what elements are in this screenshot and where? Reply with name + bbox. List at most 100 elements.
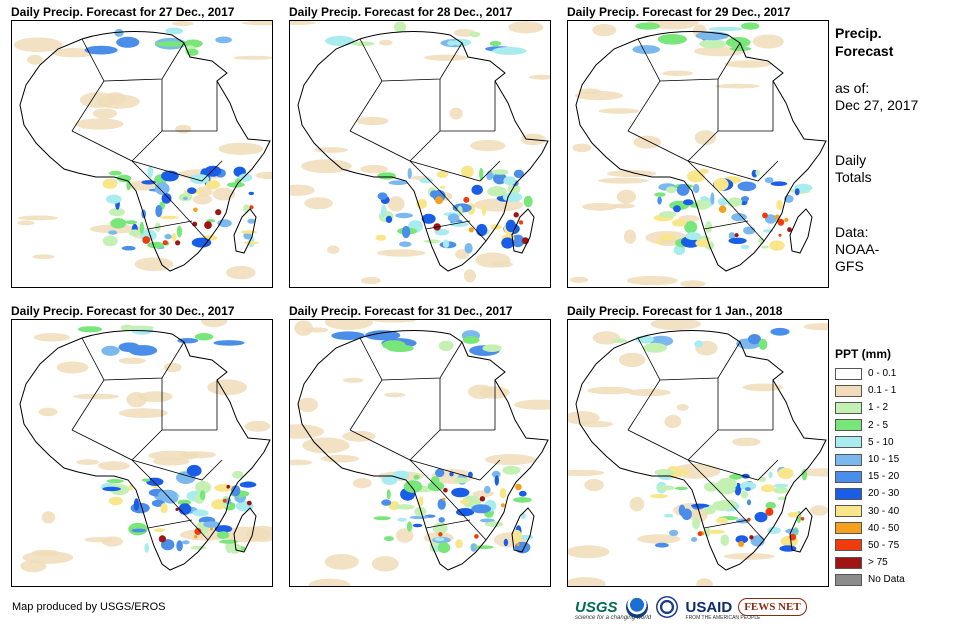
precip-area (731, 213, 747, 222)
precip-area (468, 471, 473, 478)
precip-area (492, 46, 527, 55)
precip-area (320, 454, 360, 463)
precip-area (84, 45, 118, 55)
precip-area (108, 230, 118, 235)
precip-area (745, 487, 751, 492)
precip-area (383, 536, 394, 542)
precip-area (471, 504, 492, 514)
country-border (381, 42, 463, 82)
precip-area (161, 193, 172, 204)
country-border (161, 489, 209, 541)
precip-area (204, 165, 222, 177)
legend-label: 40 - 50 (868, 522, 900, 534)
heavy-precip-cell (215, 209, 222, 216)
country-border (409, 160, 501, 182)
precip-area (171, 233, 177, 242)
precip-area (695, 239, 711, 248)
precip-area (658, 234, 676, 241)
precip-area (305, 327, 329, 333)
precip-area (463, 269, 476, 283)
legend-label: 0 - 0.1 (868, 368, 897, 380)
precip-area (183, 39, 203, 48)
africa-map (290, 21, 550, 284)
precip-area (633, 135, 661, 149)
precip-area (176, 225, 182, 238)
precip-area (302, 437, 350, 454)
precip-area (152, 457, 190, 466)
legend-label: 30 - 40 (868, 505, 900, 517)
precip-area (75, 118, 124, 130)
precip-area (352, 478, 372, 489)
heavy-precip-cell (463, 196, 470, 203)
precip-area (754, 511, 768, 523)
country-border (703, 220, 749, 230)
precip-area (438, 340, 454, 351)
heavy-precip-cell (204, 221, 212, 230)
precip-area (13, 37, 63, 53)
africa-outline (575, 31, 827, 272)
precip-area (105, 92, 126, 105)
precip-area (194, 333, 214, 341)
precip-area (361, 277, 381, 284)
precip-area (479, 167, 484, 181)
precip-area (459, 499, 470, 505)
precip-area (141, 478, 151, 482)
precip-area (114, 28, 124, 37)
precip-area (655, 542, 669, 548)
heavy-precip-cell (194, 535, 198, 539)
precip-area (598, 177, 649, 184)
precip-area (616, 189, 637, 204)
precip-area (414, 506, 427, 517)
precip-area (297, 397, 319, 412)
precip-area (407, 167, 412, 180)
precip-area (32, 254, 55, 259)
precip-area (118, 357, 146, 364)
precip-area (668, 529, 679, 537)
precip-area (680, 280, 706, 287)
precip-area (475, 252, 511, 268)
usaid-logo: USAID FROM THE AMERICAN PEOPLE (686, 599, 761, 621)
precip-area (301, 159, 352, 174)
precip-area (436, 170, 449, 178)
precip-area (703, 505, 716, 515)
panel-title: Daily Precip. Forecast for 28 Dec., 2017 (289, 5, 513, 19)
precip-area (255, 171, 272, 180)
precip-area (133, 498, 140, 511)
heavy-precip-cell (249, 205, 254, 210)
precip-area (676, 404, 689, 411)
africa-map (568, 320, 828, 586)
fewsnet-logo: FEWS NET (738, 598, 807, 616)
heavy-precip-cell (762, 212, 768, 219)
country-border (439, 489, 487, 541)
precip-area (434, 537, 445, 542)
precip-area (773, 483, 789, 488)
precip-area (101, 536, 123, 547)
precip-area (776, 199, 783, 211)
precip-area (471, 184, 483, 195)
precip-area (18, 215, 59, 221)
precip-area (694, 340, 704, 348)
legend-label: > 75 (868, 557, 888, 569)
precip-area (637, 534, 681, 544)
precip-area (568, 577, 606, 586)
precip-area (717, 477, 738, 491)
precip-area (381, 499, 392, 506)
forecast-panel-1: Daily Precip. Forecast for 27 Dec., 2017 (11, 4, 273, 288)
precip-area (215, 36, 233, 44)
legend-swatch (835, 470, 862, 483)
precip-area (199, 490, 206, 500)
heavy-precip-cell (784, 217, 789, 222)
precip-area (164, 233, 172, 240)
precip-area (657, 34, 687, 45)
legend-item: 2 - 5 (835, 417, 905, 434)
precip-area (89, 224, 139, 234)
precip-area (192, 194, 212, 205)
legend-item: 30 - 40 (835, 503, 905, 520)
precip-area (182, 540, 190, 545)
precip-area (119, 408, 168, 418)
precip-area (741, 22, 760, 30)
precip-area (178, 503, 192, 515)
precip-area (467, 384, 494, 399)
precip-area (182, 196, 188, 200)
precip-area (424, 54, 469, 61)
